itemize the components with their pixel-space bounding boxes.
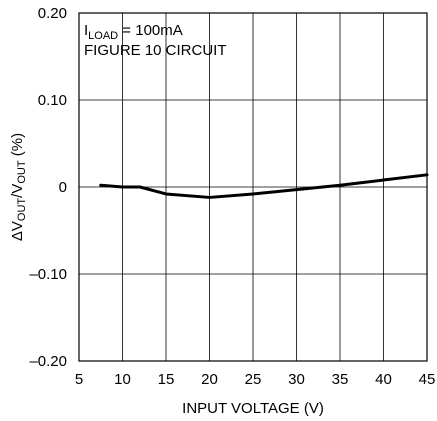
x-axis-title: INPUT VOLTAGE (V) bbox=[182, 400, 324, 417]
annotation-circuit: FIGURE 10 CIRCUIT bbox=[84, 42, 227, 59]
y-tick-label: –0.10 bbox=[29, 266, 67, 283]
x-tick-label: 5 bbox=[75, 371, 83, 388]
annotation-load-suffix: = 100mA bbox=[118, 22, 183, 39]
x-tick-label: 20 bbox=[201, 371, 218, 388]
annotation-load-sub: LOAD bbox=[88, 30, 118, 42]
x-tick-label: 15 bbox=[158, 371, 175, 388]
annotation-load: ILOAD = 100mA bbox=[84, 22, 183, 42]
x-tick-label: 35 bbox=[332, 371, 349, 388]
x-tick-label: 30 bbox=[288, 371, 305, 388]
x-tick-label: 25 bbox=[245, 371, 262, 388]
y-axis-title-sub1: OUT bbox=[16, 198, 28, 222]
x-tick-label: 45 bbox=[419, 371, 436, 388]
y-tick-label: –0.20 bbox=[29, 353, 67, 370]
y-axis-title-prefix: ΔV bbox=[9, 221, 26, 241]
series-line bbox=[99, 173, 429, 199]
y-tick-label: 0.20 bbox=[38, 5, 67, 22]
x-tick-label: 10 bbox=[114, 371, 131, 388]
y-axis-title: ΔVOUT/VOUT (%) bbox=[9, 133, 28, 241]
grid-lines bbox=[79, 13, 427, 361]
y-axis-title-mid: /V bbox=[9, 184, 26, 198]
x-tick-labels: 5 10 15 20 25 30 35 40 45 bbox=[75, 371, 436, 388]
annotation-load-prefix: I bbox=[84, 22, 88, 39]
y-tick-label: 0.10 bbox=[38, 92, 67, 109]
y-axis-title-sub2: OUT bbox=[16, 160, 28, 184]
y-axis-title-suffix: (%) bbox=[9, 133, 26, 161]
y-tick-labels: –0.20 –0.10 0 0.10 0.20 bbox=[29, 5, 67, 370]
y-tick-label: 0 bbox=[59, 179, 67, 196]
x-tick-label: 40 bbox=[375, 371, 392, 388]
plot-frame bbox=[78, 12, 428, 362]
